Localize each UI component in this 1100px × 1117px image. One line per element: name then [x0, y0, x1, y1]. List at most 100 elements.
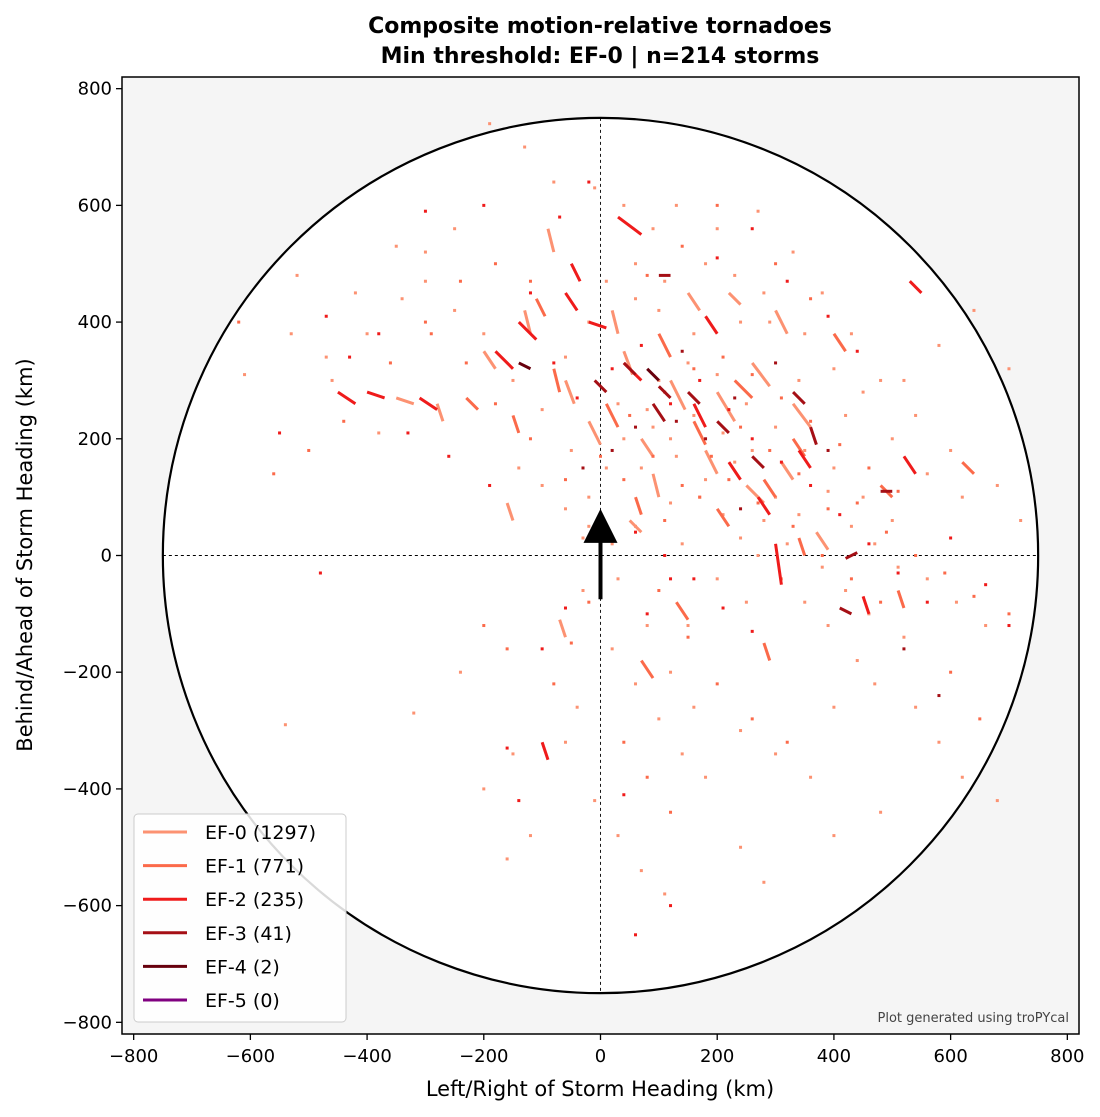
tornado-track [465, 396, 480, 411]
tornado-track [517, 321, 538, 341]
tornado-point [1019, 518, 1023, 522]
tornado-point [925, 472, 929, 476]
tornado-point [890, 518, 894, 522]
tornado-point [791, 524, 795, 528]
tornado-point [995, 483, 999, 487]
x-tick-label: −600 [226, 1046, 275, 1067]
series-3 [581, 273, 941, 698]
tornado-point [604, 466, 608, 470]
tornado-point [686, 361, 690, 365]
tornado-point [505, 857, 509, 861]
tornado-point [984, 624, 988, 628]
tornado-point [517, 799, 521, 803]
legend: EF-0 (1297) EF-1 (771) EF-2 (235) EF-3 (41)… [133, 813, 347, 1023]
tornado-point [552, 682, 556, 686]
tornado-point [704, 775, 708, 779]
tornado-point [890, 437, 894, 441]
tornado-point [447, 454, 451, 458]
tornado-point [826, 489, 830, 493]
tornado-point [704, 478, 708, 482]
tornado-point [785, 740, 789, 744]
tornado-point [482, 203, 486, 207]
tornado-track [651, 473, 661, 498]
tornado-track [832, 332, 847, 353]
tornado-point [739, 536, 743, 540]
tornado-point [639, 466, 643, 470]
tornado-point [563, 355, 567, 359]
tornado-point [587, 495, 591, 499]
tornado-track [791, 402, 812, 429]
tornado-point [482, 332, 486, 336]
tornado-point [505, 647, 509, 651]
tornado-point [645, 408, 649, 412]
tornado-track [715, 391, 736, 423]
tornado-point [423, 250, 427, 254]
tornado-track [651, 402, 666, 423]
tornado-point [528, 834, 532, 838]
y-tick-label: −600 [63, 896, 112, 917]
tornado-point [348, 355, 352, 359]
y-tick-label: −800 [63, 1012, 112, 1033]
tornado-point [628, 413, 632, 417]
tornado-point [715, 577, 719, 581]
series-2 [278, 180, 1011, 937]
tornado-point [563, 507, 567, 511]
y-tick-label: 200 [78, 429, 112, 450]
tornado-track [686, 292, 701, 312]
tornado-point [552, 361, 556, 365]
tornado-point [423, 279, 427, 283]
tornado-point [528, 291, 532, 295]
tornado-point [960, 775, 964, 779]
tornado-point [873, 542, 877, 546]
tornado-point [803, 448, 807, 452]
tornado-point [750, 629, 754, 633]
tornado-point [826, 314, 830, 318]
x-tick-label: −400 [342, 1046, 391, 1067]
tornado-point [669, 810, 673, 814]
tornado-point [669, 670, 673, 674]
tornado-track [482, 350, 497, 370]
tornado-point [645, 624, 649, 628]
tornado-point [698, 495, 702, 499]
x-axis-label: Left/Right of Storm Heading (km) [426, 1077, 774, 1101]
tornado-point [569, 448, 573, 452]
tornado-point [1007, 367, 1011, 371]
tornado-point [715, 682, 719, 686]
tornado-track [558, 619, 567, 638]
tornado-track [762, 642, 772, 662]
tornado-point [528, 279, 532, 283]
tornado-track [604, 403, 620, 428]
tornado-track [861, 595, 871, 615]
tornado-point [849, 332, 853, 336]
legend-label: EF-5 (0) [205, 990, 280, 1012]
tornado-point [826, 507, 830, 511]
tornado-track [505, 502, 515, 521]
x-axis-ticks: −800 −600 −400 −200 0 200 400 600 800 [109, 1034, 1085, 1067]
tornado-track [640, 437, 655, 458]
tornado-point [855, 659, 859, 663]
tornado-point [634, 933, 638, 937]
tornado-track [534, 298, 547, 317]
tornado-point [838, 513, 842, 517]
tornado-point [978, 717, 982, 721]
tornado-point [377, 431, 381, 435]
tornado-point [715, 227, 719, 231]
tornado-track [494, 350, 515, 370]
tornado-point [540, 483, 544, 487]
tornado-point [563, 478, 567, 482]
tornado-point [750, 448, 754, 452]
tornado-track [780, 461, 795, 481]
tornado-point [657, 308, 661, 312]
tornado-point [511, 752, 515, 756]
chart-title: Composite motion-relative tornadoes [368, 14, 832, 39]
tornado-point [587, 600, 591, 604]
tornado-point [394, 244, 398, 248]
tornado-point [744, 402, 748, 406]
tornado-point [663, 892, 667, 896]
tornado-point [610, 367, 614, 371]
tornado-track [552, 368, 562, 393]
tornado-point [669, 501, 673, 505]
tornado-track [657, 385, 672, 400]
tornado-track [792, 391, 806, 405]
tornado-track [337, 390, 357, 406]
